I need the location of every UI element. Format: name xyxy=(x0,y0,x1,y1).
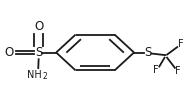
Text: F: F xyxy=(153,65,158,75)
Text: F: F xyxy=(178,39,183,49)
Text: O: O xyxy=(34,20,43,33)
Text: S: S xyxy=(35,46,42,59)
Text: 2: 2 xyxy=(43,72,47,81)
Text: O: O xyxy=(5,46,14,59)
Text: F: F xyxy=(175,66,181,76)
Text: S: S xyxy=(144,46,151,59)
Text: NH: NH xyxy=(27,70,42,80)
